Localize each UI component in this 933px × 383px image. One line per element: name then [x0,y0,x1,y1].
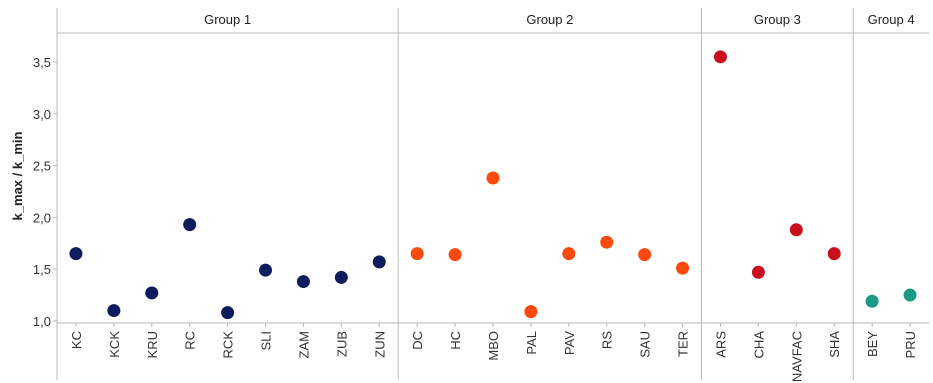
x-tick-label: ZAM [296,331,311,358]
group-label: Group 4 [868,12,915,27]
data-point [486,171,500,185]
x-tick-label: SLI [259,331,274,351]
data-point [448,248,462,262]
x-tick-label: KRU [145,331,160,358]
x-tick-label: RC [183,331,198,350]
data-point [69,247,83,261]
x-tick-label: ZUN [372,331,387,358]
x-tick-label: SHA [827,331,842,358]
x-tick-label: DC [410,331,425,350]
data-point [145,286,159,300]
x-tick-label: RS [600,331,615,349]
group-headers: Group 1 Group 2 Group 3 Group 4 [204,12,914,27]
x-tick-label: PRU [903,331,918,358]
data-point [562,247,576,261]
data-point [827,247,841,261]
data-point [600,235,614,249]
x-tick-label: MBO [486,331,501,361]
data-point [676,261,690,275]
y-tick-label: 1,0 [33,314,51,329]
data-points [69,50,917,320]
y-axis-title: k_max / k_min [10,132,25,221]
x-tick-label: BEY [865,331,880,357]
x-tick-label: KCK [107,331,122,358]
x-tick-label: RCK [221,331,236,359]
group-label: Group 3 [754,12,801,27]
x-tick-label: KC [69,331,84,349]
x-tick-label: ARS [713,331,728,358]
data-point [107,304,121,318]
data-point [903,288,917,302]
data-point [334,270,348,284]
x-tick-label: NAVFAC [789,331,804,382]
data-point [372,255,386,269]
x-tick-label: ZUB [334,331,349,357]
data-point [713,50,727,64]
x-axis: KC KCK KRU RC RCK SLI ZAM ZUB ZUN DC HC MBO PAL PAV RS… [69,323,918,382]
y-tick-label: 2,0 [33,210,51,225]
y-axis: k_max / k_min 1,0 1,5 2,0 2,5 3,0 3,5 [10,55,57,329]
data-point [638,248,652,262]
x-tick-label: PAV [562,331,577,355]
group-label: Group 2 [526,12,573,27]
data-point [296,275,310,289]
data-point [789,223,803,237]
chart-frame [56,8,929,380]
data-point [410,247,424,261]
y-tick-label: 2,5 [33,159,51,174]
data-point [183,218,197,232]
x-tick-label: CHA [751,331,766,359]
y-tick-label: 3,5 [33,55,51,70]
x-tick-label: TER [676,331,691,357]
x-tick-label: PAL [524,331,539,355]
x-tick-label: HC [448,331,463,350]
y-tick-label: 1,5 [33,262,51,277]
data-point [259,263,273,277]
data-point [751,265,765,279]
x-tick-label: SAU [638,331,653,358]
data-point [865,294,879,308]
data-point [524,305,538,319]
y-tick-label: 3,0 [33,107,51,122]
group-label: Group 1 [204,12,251,27]
data-point [221,306,235,320]
